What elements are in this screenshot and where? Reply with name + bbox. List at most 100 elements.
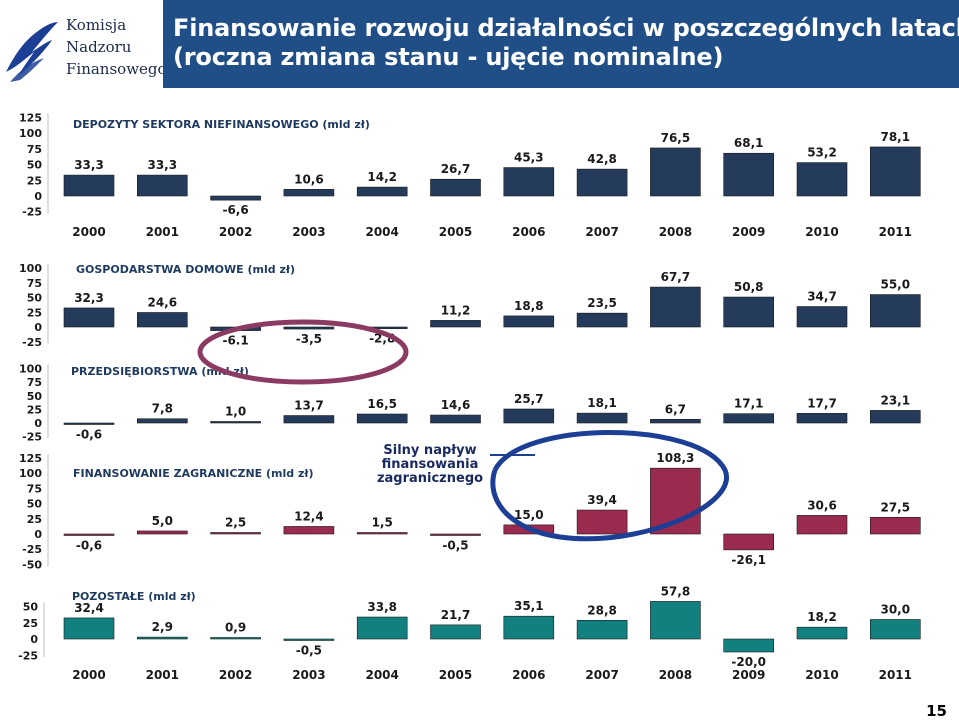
bar <box>796 626 848 640</box>
x-tick-label: 2011 <box>879 225 912 239</box>
y-tick-label: 25 <box>27 306 42 319</box>
bar <box>430 533 481 536</box>
data-label: 68,1 <box>734 136 764 150</box>
x-tick-label: 2011 <box>879 668 912 682</box>
y-tick-label: 125 <box>19 112 42 125</box>
page-title: Finansowanie rozwoju działalności w posz… <box>173 14 959 72</box>
y-tick-label: 0 <box>30 633 38 646</box>
bar <box>63 307 115 328</box>
bar <box>210 421 261 424</box>
bar <box>63 533 115 536</box>
data-label: 33,3 <box>147 158 177 172</box>
data-label: 35,1 <box>514 599 544 613</box>
x-tick-label: 2008 <box>659 668 692 682</box>
bar <box>503 615 555 640</box>
data-label: 30,6 <box>807 498 837 512</box>
data-label: -3,5 <box>296 332 322 346</box>
title-bar: Finansowanie rozwoju działalności w posz… <box>163 0 959 88</box>
bar <box>283 326 335 330</box>
data-label: 33,3 <box>74 158 104 172</box>
data-label: 6,7 <box>665 402 686 416</box>
y-tick-label: 50 <box>27 498 43 511</box>
data-label: 24,6 <box>147 295 177 309</box>
data-label: 0,9 <box>225 621 246 635</box>
bar <box>869 294 921 328</box>
highlight-ellipse-foreign <box>490 430 729 542</box>
data-label: -0,6 <box>76 428 102 442</box>
x-tick-label: 2007 <box>585 668 618 682</box>
bar <box>430 178 481 197</box>
x-tick-label: 2008 <box>659 225 692 239</box>
bar <box>283 415 335 424</box>
bar <box>650 147 701 197</box>
y-tick-label: 75 <box>27 482 42 495</box>
bar <box>796 515 848 535</box>
bar <box>796 306 848 328</box>
data-label: -20,0 <box>731 655 766 669</box>
logo-line-1: Komisja <box>66 16 127 34</box>
y-tick-label: 100 <box>19 467 42 480</box>
data-label: 17,1 <box>734 397 764 411</box>
y-tick-label: 25 <box>27 513 42 526</box>
bar <box>576 168 628 197</box>
data-label: 18,1 <box>587 396 617 410</box>
y-tick-label: 25 <box>27 174 42 187</box>
data-label: 27,5 <box>880 500 910 514</box>
y-tick-label: -25 <box>22 336 42 349</box>
bar <box>503 315 555 328</box>
y-tick-label: -25 <box>22 543 42 556</box>
data-label: 14,2 <box>367 170 397 184</box>
data-label: 12,4 <box>294 509 324 523</box>
y-tick-label: 0 <box>34 190 42 203</box>
y-tick-label: 25 <box>23 617 38 630</box>
bar <box>650 601 701 640</box>
bar <box>650 286 701 328</box>
data-label: 28,8 <box>587 603 617 617</box>
x-tick-label: 2009 <box>732 668 765 682</box>
callout-line-2: finansowania <box>381 457 479 472</box>
bar <box>283 526 335 535</box>
bar <box>723 296 775 328</box>
y-tick-label: -50 <box>22 558 42 571</box>
bar <box>137 636 188 640</box>
bar <box>723 638 775 653</box>
y-tick-label: 50 <box>27 159 43 172</box>
bar <box>869 146 921 197</box>
page-title-line-1: Finansowanie rozwoju działalności w posz… <box>173 14 959 42</box>
logo-line-2: Nadzoru <box>66 38 132 56</box>
bar <box>137 312 188 328</box>
x-tick-label: 2002 <box>219 668 252 682</box>
data-label: -0,5 <box>296 644 322 658</box>
bar <box>137 174 188 197</box>
data-label: 2,5 <box>225 515 246 529</box>
x-tick-label: 2006 <box>512 668 545 682</box>
x-tick-label: 2001 <box>146 668 179 682</box>
data-label: 23,5 <box>587 296 617 310</box>
data-label: 7,8 <box>152 402 173 416</box>
data-label: 5,0 <box>152 514 173 528</box>
x-tick-label: 2000 <box>72 668 105 682</box>
bar <box>137 418 188 424</box>
bar <box>869 516 921 535</box>
bar <box>869 410 921 424</box>
data-label: -6,6 <box>222 203 248 217</box>
bar <box>63 617 115 640</box>
data-label: 39,4 <box>587 493 617 507</box>
page-title-line-2: (roczna zmiana stanu - ujęcie nominalne) <box>173 43 724 71</box>
data-label: 53,2 <box>807 146 837 160</box>
bar <box>723 413 775 424</box>
y-tick-label: 100 <box>19 363 42 376</box>
data-label: 30,0 <box>880 603 910 617</box>
data-label: -0,6 <box>76 539 102 553</box>
data-label: 45,3 <box>514 151 544 165</box>
highlight-ellipse-households <box>197 319 409 385</box>
logo-text: Komisja Nadzoru Finansowego <box>66 14 167 80</box>
bar <box>210 637 261 640</box>
bar <box>796 162 848 197</box>
bar <box>723 533 775 551</box>
bar <box>356 616 408 640</box>
x-tick-label: 2005 <box>439 668 472 682</box>
x-tick-label: 2003 <box>292 668 325 682</box>
panel-title: DEPOZYTY SEKTORA NIEFINANSOWEGO (mld zł) <box>73 118 370 131</box>
y-tick-label: 75 <box>27 376 42 389</box>
